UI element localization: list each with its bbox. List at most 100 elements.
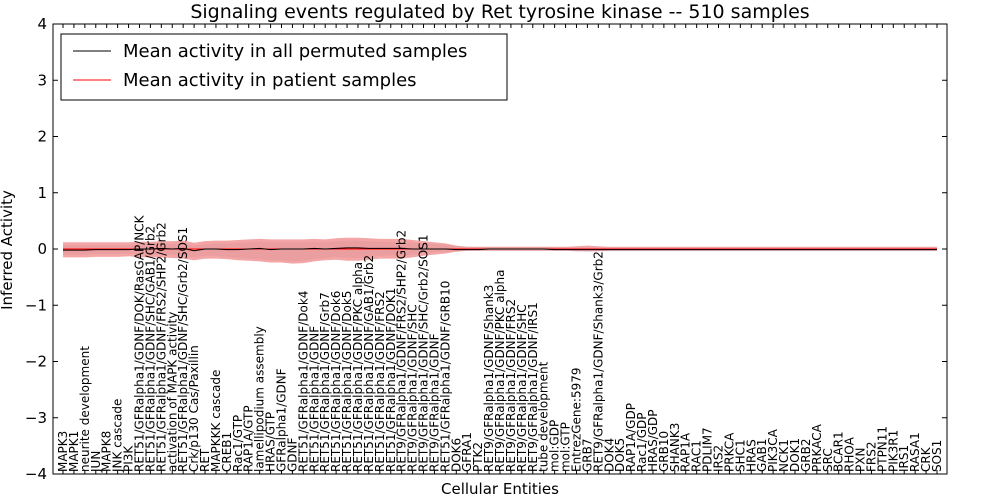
x-tick-label: Rac1/GTP [231, 415, 245, 472]
y-tick-label: 2 [37, 128, 47, 146]
x-tick-label: MAPKKK cascade [209, 370, 223, 472]
x-tick-label: RASA1 [908, 432, 922, 472]
x-tick-label: RET9/GFRalpha1/GDNF/Shank3 [482, 285, 496, 472]
x-tick-label: tube development [537, 361, 551, 472]
x-tick-label: Rac1/GDP [635, 413, 649, 472]
x-tick-label: RET51/GFRalpha1/GDNF/SHC/Grb2/SOS1 [176, 227, 190, 472]
x-tick-label: GDNF [285, 437, 299, 472]
x-tick-label: JUN [89, 451, 103, 473]
x-tick-label: MAPK3 [56, 431, 70, 472]
x-tick-label: GAB1 [755, 439, 769, 472]
x-tick-label: CRK [919, 446, 933, 472]
x-tick-label: RET9/GFRalpha1/GDNF [427, 333, 441, 472]
x-tick-label: RAP1A/GTP [242, 405, 256, 472]
x-tick-label: MAPK8 [100, 431, 114, 472]
x-tick-label: SHANK3 [668, 423, 682, 472]
x-tick-label: RAC1 [690, 440, 704, 472]
legend-label: Mean activity in all permuted samples [123, 41, 467, 62]
x-tick-label: RET51/GFRalpha1/GDNF/DOK/RasGAP/NCK [132, 214, 146, 472]
x-tick-label: RET51/GFRalpha1/GDNF/PKC alpha [351, 262, 365, 472]
x-tick-label: lamellipodium assembly [253, 326, 267, 472]
x-tick-label: SRC [821, 448, 835, 472]
x-tick-label: PTK2 [471, 442, 485, 472]
x-tick-label: RET9/GFRalpha1/GDNF/SHC [515, 304, 529, 472]
x-tick-label: RAP1A/GDP [624, 403, 638, 472]
x-tick-label: mol:GTP [559, 422, 573, 472]
x-tick-label: RET51/GFRalpha1/GDNF/Dok4 [296, 291, 310, 472]
x-tick-label: GFRalpha1/GDNF [275, 368, 289, 472]
x-tick-label: DOK1 [788, 438, 802, 472]
x-tick-label: Crk/p130 Cas/Paxillin [187, 345, 201, 472]
y-tick-label: −4 [25, 465, 47, 483]
x-tick-label: RET9/GFRalpha1/GDNF/IRS1 [526, 302, 540, 472]
x-tick-label: PIK3R1 [886, 430, 900, 472]
x-tick-label: JNK cascade [111, 399, 125, 473]
x-tick-label: RAP1A [679, 432, 693, 472]
x-tick-label: PI3K [122, 445, 136, 472]
x-tick-label: RET51/GFRalpha1/GDNF/Grb7 [318, 292, 332, 472]
x-tick-label: MAPK1 [67, 431, 81, 472]
x-tick-label: RET9/GFRalpha1/GDNF/SHC [406, 304, 420, 472]
x-tick-label: RET9/GFRalpha1/GDNF/Shank3/Grb2 [591, 251, 605, 472]
x-tick-label: PDLIM7 [701, 427, 715, 472]
y-tick-label: 4 [37, 15, 47, 33]
x-tick-label: DOK4 [602, 438, 616, 472]
x-tick-label: CREB1 [220, 432, 234, 472]
x-tick-label: GRB2 [799, 438, 813, 472]
legend-box [60, 33, 508, 101]
x-tick-label: PXN [854, 448, 868, 472]
x-tick-label: FRS2 [864, 442, 878, 473]
x-tick-label: RET51/GFRalpha1/GDNF/FRS2/SHP2/Grb2 [154, 222, 168, 472]
y-tick-label: 3 [37, 71, 47, 89]
x-tick-label: neurite development [78, 346, 92, 472]
x-tick-label: RET51/GFRalpha1/GDNF/GRB10 [438, 281, 452, 472]
x-tick-label: RHOA [843, 436, 857, 472]
x-tick-label: HRAS/GDP [646, 409, 660, 472]
y-axis-label: Inferred Activity [0, 190, 16, 310]
chart-title: Signaling events regulated by Ret tyrosi… [190, 1, 809, 23]
x-tick-label: EntrezGene:5979 [569, 368, 583, 473]
x-tick-label: RET51/GFRalpha1/GDNF/DOK1 [384, 288, 398, 472]
x-tick-label: RET51/GFRalpha1/GDNF/SHC/GAB1/Grb2 [143, 226, 157, 472]
x-tick-label: DOK5 [613, 438, 627, 472]
x-tick-label: PTPN11 [875, 426, 889, 472]
x-tick-label: RET51/GFRalpha1/GDNF/Dok5 [340, 291, 354, 472]
x-tick-label: RET51/GFRalpha1/GDNF [307, 326, 321, 472]
legend-label: Mean activity in patient samples [123, 70, 417, 91]
x-tick-label: DOK6 [449, 438, 463, 472]
x-tick-label: SHC1 [733, 439, 747, 472]
x-tick-label: RET9/GFRalpha1/GDNF/PKC alpha [493, 269, 507, 472]
x-tick-label: IRS1 [897, 445, 911, 472]
series-line-permuted [63, 247, 937, 252]
x-tick-label: RET9/GFRalpha1/GDNF/FRS2 [504, 299, 518, 472]
x-tick-label: GFRA1 [460, 432, 474, 472]
x-tick-label: NCK1 [777, 439, 791, 472]
x-tick-label: RET [198, 448, 212, 472]
x-tick-label: RET51/GFRalpha1/GDNF/Dok6 [329, 291, 343, 472]
legend: Mean activity in all permuted samples Mea… [60, 33, 508, 101]
x-tick-label: IRS2 [712, 445, 726, 472]
y-tick-label: 1 [37, 184, 47, 202]
y-tick-label: −3 [25, 409, 47, 427]
x-tick-label: RET51/GFRalpha1/GDNF/FRS2 [373, 291, 387, 472]
x-tick-label: RET9/GFRalpha1/GDNF/SHC/Grb2/SOS1 [417, 234, 431, 472]
y-tick-label: −1 [25, 296, 47, 314]
x-axis-label: Cellular Entities [441, 480, 559, 498]
x-tick-label: activation of MAPK activity [165, 312, 179, 472]
x-tick-label: RET51/GFRalpha1/GDNF/GAB1/Grb2 [362, 255, 376, 472]
x-tick-label: GRB7 [580, 438, 594, 472]
x-tick-label: PRKACA [810, 423, 824, 472]
band-patient [63, 237, 937, 264]
x-tick-label: PRKCA [722, 432, 736, 472]
x-tick-label: HRAS/GTP [264, 412, 278, 472]
x-tick-label: PIK3CA [766, 428, 780, 472]
x-tick-label: HRAS [744, 439, 758, 472]
x-tick-label: GRB10 [657, 431, 671, 472]
x-tick-label: RET9/GFRalpha1/GDNF/FRS2/SHP2/Grb2 [395, 230, 409, 472]
x-tick-label: mol:GDP [548, 420, 562, 472]
x-tick-label: BCAR1 [832, 431, 846, 472]
y-tick-label: 0 [37, 240, 47, 258]
x-tick-label: SOS1 [930, 440, 944, 472]
